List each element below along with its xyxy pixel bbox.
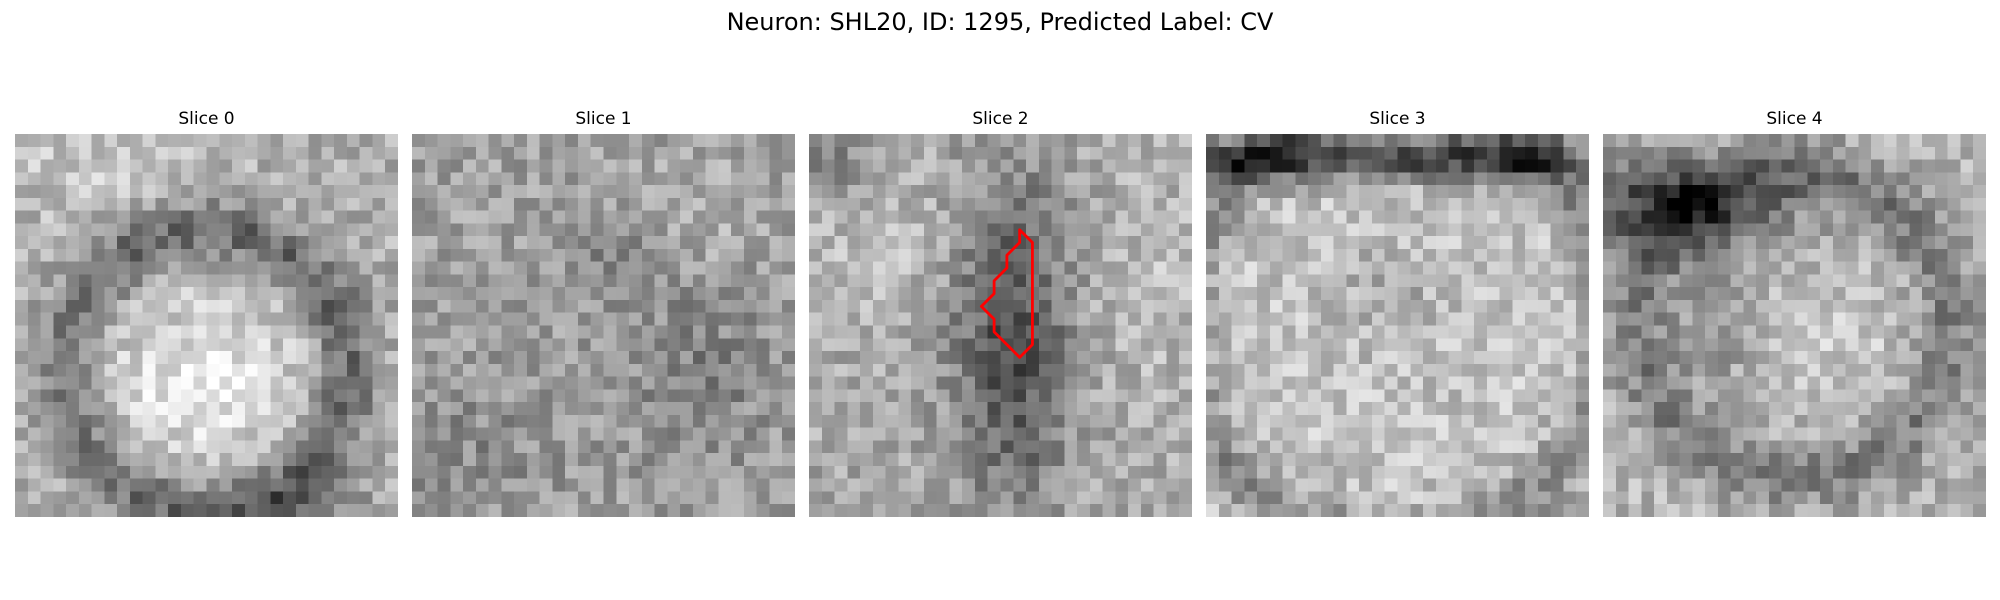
slice-panel-2: Slice 2 (809, 108, 1192, 517)
slice-title: Slice 3 (1369, 109, 1426, 129)
slice-panel-0: Slice 0 (15, 108, 398, 517)
figure-title: Neuron: SHL20, ID: 1295, Predicted Label… (726, 8, 1274, 36)
slice-image (15, 134, 398, 517)
slice-title: Slice 0 (178, 109, 235, 129)
slice-image (1206, 134, 1589, 517)
slice-panel-1: Slice 1 (412, 108, 795, 517)
slice-title: Slice 2 (972, 109, 1029, 129)
slice-image (1603, 134, 1986, 517)
slice-image (412, 134, 795, 517)
slice-panel-3: Slice 3 (1206, 108, 1589, 517)
slice-panel-4: Slice 4 (1603, 108, 1986, 517)
slice-title: Slice 4 (1766, 109, 1823, 129)
slice-image (809, 134, 1192, 517)
slice-title: Slice 1 (575, 109, 632, 129)
